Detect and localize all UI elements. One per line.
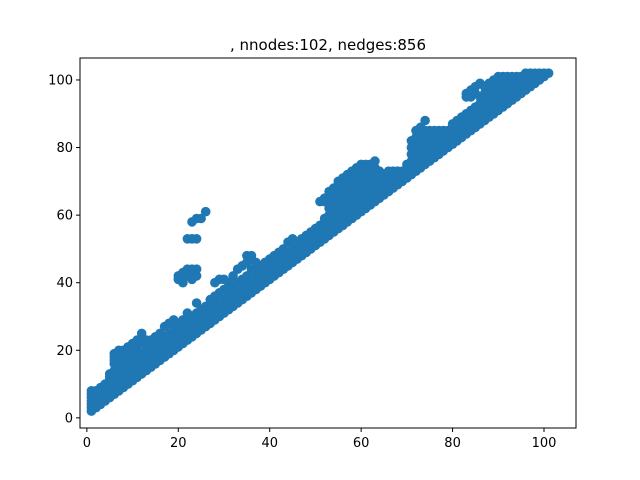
points-layer <box>86 68 554 416</box>
scatter-point <box>370 156 380 166</box>
x-tick-label: 20 <box>170 436 187 451</box>
y-tick-label: 60 <box>56 209 73 224</box>
scatter-point <box>246 250 257 261</box>
scatter-point <box>420 115 430 126</box>
scatter-point <box>191 271 202 281</box>
scatter-point <box>136 328 147 339</box>
scatter-point <box>191 264 202 275</box>
scatter-point <box>543 68 554 78</box>
chart-title: , nnodes:102, nedges:856 <box>230 36 426 54</box>
y-tick-label: 40 <box>56 276 73 291</box>
x-tick-label: 60 <box>353 436 370 451</box>
x-tick-label: 40 <box>261 436 278 451</box>
x-tick-label: 0 <box>83 436 91 451</box>
scatter-point <box>178 277 188 288</box>
y-tick-label: 100 <box>48 73 73 88</box>
scatter-point <box>191 234 202 244</box>
scatter-point <box>200 206 211 217</box>
scatter-point <box>228 271 238 281</box>
y-tick-label: 80 <box>56 141 73 156</box>
y-tick-label: 20 <box>56 344 73 359</box>
y-tick-label: 0 <box>65 411 73 426</box>
plot-area-frame <box>79 57 577 429</box>
ticks-layer: 0 20 40 60 80 100 0 20 40 60 80 100 <box>48 73 556 451</box>
x-tick-label: 80 <box>444 436 461 451</box>
scatter-point <box>196 213 206 224</box>
x-tick-label: 100 <box>532 436 557 451</box>
